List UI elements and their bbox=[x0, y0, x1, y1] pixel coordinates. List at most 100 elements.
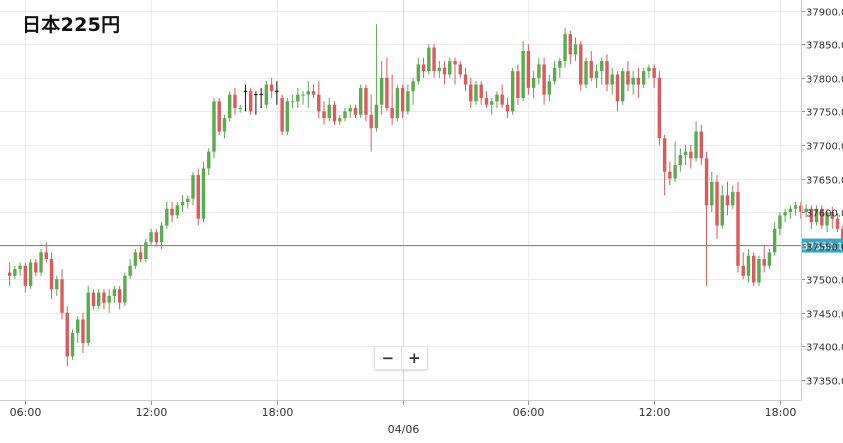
candle[interactable] bbox=[689, 144, 693, 169]
candle[interactable] bbox=[233, 87, 237, 115]
candle[interactable] bbox=[835, 213, 840, 233]
candle[interactable] bbox=[254, 91, 258, 115]
candle[interactable] bbox=[767, 248, 772, 270]
candle[interactable] bbox=[28, 259, 33, 290]
candle[interactable] bbox=[673, 141, 677, 182]
candle[interactable] bbox=[280, 94, 284, 135]
candle[interactable] bbox=[400, 84, 405, 119]
candle[interactable] bbox=[76, 316, 80, 343]
candle[interactable] bbox=[432, 44, 436, 78]
candle[interactable] bbox=[678, 148, 683, 172]
candle[interactable] bbox=[165, 202, 169, 229]
candle[interactable] bbox=[626, 61, 630, 92]
candle[interactable] bbox=[725, 181, 730, 216]
candle[interactable] bbox=[70, 329, 75, 360]
candle[interactable] bbox=[563, 27, 567, 68]
candle[interactable] bbox=[138, 245, 143, 263]
candle[interactable] bbox=[81, 312, 85, 354]
candle[interactable] bbox=[542, 57, 546, 105]
candle[interactable] bbox=[741, 252, 745, 280]
candle[interactable] bbox=[7, 262, 12, 286]
candle[interactable] bbox=[783, 208, 787, 223]
candle[interactable] bbox=[39, 248, 43, 276]
candle[interactable] bbox=[526, 44, 531, 95]
candle[interactable] bbox=[228, 91, 232, 122]
candle[interactable] bbox=[552, 61, 557, 85]
candle[interactable] bbox=[133, 248, 138, 270]
candle[interactable] bbox=[453, 57, 457, 85]
candle[interactable] bbox=[568, 30, 572, 65]
candle[interactable] bbox=[584, 57, 588, 88]
candle[interactable] bbox=[814, 205, 819, 226]
candle[interactable] bbox=[34, 259, 38, 276]
candle[interactable] bbox=[18, 262, 22, 276]
candle[interactable] bbox=[421, 57, 426, 78]
candle[interactable] bbox=[201, 161, 206, 223]
candle[interactable] bbox=[657, 71, 662, 145]
candle[interactable] bbox=[13, 265, 17, 280]
candle[interactable] bbox=[65, 306, 69, 367]
candle[interactable] bbox=[364, 84, 368, 122]
candle[interactable] bbox=[196, 168, 200, 226]
candle[interactable] bbox=[285, 97, 290, 135]
candle[interactable] bbox=[757, 255, 761, 286]
candle[interactable] bbox=[437, 61, 441, 78]
candle[interactable] bbox=[23, 262, 28, 293]
candle[interactable] bbox=[338, 114, 342, 125]
candle[interactable] bbox=[521, 40, 525, 102]
candle[interactable] bbox=[731, 185, 735, 209]
candle[interactable] bbox=[427, 44, 431, 75]
candle[interactable] bbox=[191, 171, 195, 206]
candle[interactable] bbox=[123, 272, 127, 307]
candle[interactable] bbox=[610, 67, 614, 95]
candle[interactable] bbox=[715, 175, 719, 239]
candle[interactable] bbox=[772, 222, 777, 256]
candle[interactable] bbox=[641, 67, 646, 88]
candle[interactable] bbox=[212, 97, 216, 159]
candle[interactable] bbox=[746, 248, 751, 283]
candle[interactable] bbox=[510, 67, 515, 115]
candle[interactable] bbox=[474, 81, 478, 105]
candle[interactable] bbox=[264, 81, 269, 109]
candle[interactable] bbox=[128, 259, 132, 280]
candle[interactable] bbox=[442, 61, 447, 85]
candle[interactable] bbox=[479, 81, 483, 105]
candle[interactable] bbox=[652, 64, 656, 88]
candle[interactable] bbox=[615, 71, 620, 112]
candle[interactable] bbox=[322, 101, 326, 125]
candle[interactable] bbox=[275, 81, 279, 105]
candle[interactable] bbox=[49, 252, 54, 300]
candle[interactable] bbox=[621, 67, 625, 105]
candle[interactable] bbox=[117, 285, 122, 310]
candle[interactable] bbox=[306, 81, 310, 109]
candle[interactable] bbox=[647, 64, 651, 78]
candle[interactable] bbox=[411, 77, 415, 105]
candle[interactable] bbox=[820, 205, 824, 229]
candle[interactable] bbox=[112, 285, 117, 303]
candle[interactable] bbox=[311, 84, 316, 98]
candle[interactable] bbox=[516, 64, 520, 105]
candle[interactable] bbox=[243, 84, 248, 112]
candle[interactable] bbox=[804, 204, 808, 218]
candle[interactable] bbox=[500, 84, 504, 109]
candle[interactable] bbox=[558, 57, 562, 78]
candle[interactable] bbox=[579, 40, 583, 92]
candle[interactable] bbox=[484, 91, 489, 109]
candle[interactable] bbox=[86, 285, 90, 347]
candle[interactable] bbox=[490, 97, 494, 115]
candle[interactable] bbox=[788, 205, 793, 219]
candle[interactable] bbox=[573, 37, 578, 62]
candle[interactable] bbox=[154, 228, 159, 246]
candle[interactable] bbox=[662, 134, 667, 196]
candle[interactable] bbox=[793, 202, 798, 216]
candle[interactable] bbox=[186, 195, 190, 209]
candle[interactable] bbox=[149, 228, 153, 246]
candle[interactable] bbox=[752, 252, 756, 286]
candle[interactable] bbox=[762, 245, 766, 273]
candle[interactable] bbox=[180, 195, 185, 213]
candle[interactable] bbox=[317, 81, 321, 119]
candle[interactable] bbox=[720, 185, 724, 229]
candle[interactable] bbox=[55, 275, 59, 296]
zoom-in-button[interactable]: + bbox=[400, 347, 428, 369]
